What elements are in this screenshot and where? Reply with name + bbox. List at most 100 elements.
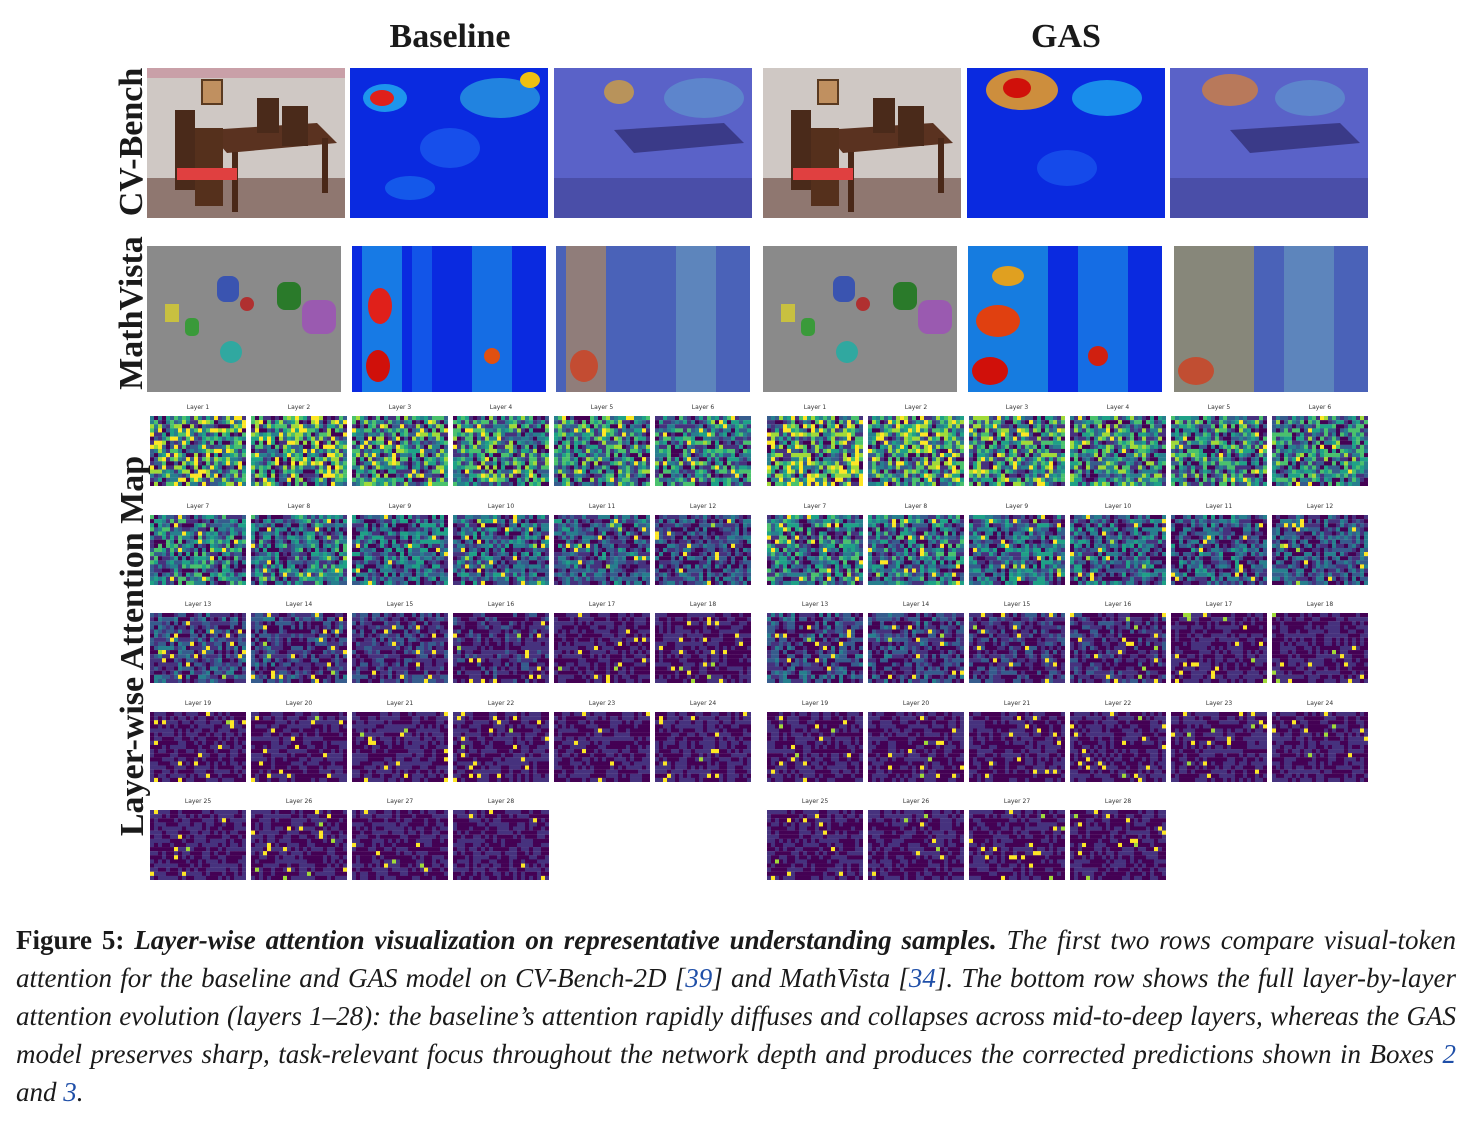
layer-cell: Layer 21 [969,700,1065,784]
attention-heatmap [969,810,1065,880]
layer-title: Layer 9 [969,503,1065,510]
caption-text-5: . [77,1077,84,1107]
layer-title: Layer 12 [1272,503,1368,510]
layer-title: Layer 28 [1070,798,1166,805]
caption-title: Layer-wise attention visualization on re… [134,925,997,955]
attention-heatmap [251,613,347,683]
layer-cell: Layer 4 [453,404,549,488]
layer-cell: Layer 12 [655,503,751,587]
layer-title: Layer 10 [1070,503,1166,510]
attention-heatmap [1171,515,1267,585]
attention-heatmap [453,810,549,880]
attention-heatmap [1171,613,1267,683]
layer-cell: Layer 19 [767,700,863,784]
jet-heatmap [352,246,546,392]
citation-link-39[interactable]: 39 [685,963,712,993]
layer-cell: Layer 22 [453,700,549,784]
layer-title: Layer 11 [554,503,650,510]
mathvista-gas-image [763,246,957,392]
attention-heatmap [453,613,549,683]
attention-heatmap [767,613,863,683]
layer-cell: Layer 5 [1171,404,1267,488]
layer-title: Layer 3 [352,404,448,411]
layer-cell: Layer 27 [969,798,1065,882]
layer-title: Layer 11 [1171,503,1267,510]
box-link-3[interactable]: 3 [63,1077,77,1107]
layer-title: Layer 6 [1272,404,1368,411]
attention-heatmap [352,613,448,683]
attention-heatmap [1272,515,1368,585]
layer-cell: Layer 5 [554,404,650,488]
overlay-heatmap [554,68,752,218]
row-label-layerwise: Layer-wise Attention Map [113,431,153,861]
layer-cell: Layer 8 [868,503,964,587]
jet-heatmap [967,68,1165,218]
layer-cell: Layer 10 [1070,503,1166,587]
attention-heatmap [150,416,246,486]
attention-heatmap [1070,613,1166,683]
attention-heatmap [453,416,549,486]
cvbench-baseline-image [147,68,345,218]
layer-cell: Layer 6 [1272,404,1368,488]
attention-heatmap [1171,416,1267,486]
attention-heatmap [1272,416,1368,486]
layer-cell: Layer 2 [251,404,347,488]
attention-heatmap [352,515,448,585]
layer-title: Layer 2 [868,404,964,411]
layer-cell: Layer 20 [868,700,964,784]
layer-title: Layer 16 [1070,601,1166,608]
layer-title: Layer 7 [767,503,863,510]
layer-title: Layer 21 [352,700,448,707]
attention-heatmap [969,613,1065,683]
caption-text-2: ] and MathVista [ [712,963,909,993]
attention-heatmap [969,515,1065,585]
3d-shapes-render [763,246,957,392]
layer-title: Layer 17 [1171,601,1267,608]
row-label-cvbench: CV-Bench [112,52,152,232]
layer-cell: Layer 15 [969,601,1065,685]
layer-cell: Layer 23 [1171,700,1267,784]
layer-title: Layer 1 [150,404,246,411]
caption-text-3: ]. The bottom row shows the full layer-b… [16,963,1456,1069]
attention-heatmap [767,515,863,585]
layer-title: Layer 25 [767,798,863,805]
layer-cell: Layer 17 [1171,601,1267,685]
layer-cell: Layer 26 [251,798,347,882]
attention-heatmap [655,416,751,486]
overlay-heatmap [1174,246,1368,392]
citation-link-34[interactable]: 34 [909,963,936,993]
mathvista-baseline-overlay [556,246,750,392]
attention-heatmap [1272,712,1368,782]
box-link-2[interactable]: 2 [1443,1039,1457,1069]
layer-title: Layer 27 [352,798,448,805]
layer-cell: Layer 21 [352,700,448,784]
attention-heatmap [868,712,964,782]
layer-title: Layer 5 [554,404,650,411]
caption-text-1: The first two rows compare visual-token … [16,925,1456,993]
layer-cell: Layer 8 [251,503,347,587]
attention-heatmap [868,515,964,585]
attention-heatmap [453,712,549,782]
attention-heatmap [251,515,347,585]
attention-heatmap [767,712,863,782]
layer-title: Layer 23 [554,700,650,707]
layer-title: Layer 13 [150,601,246,608]
layer-cell: Layer 11 [554,503,650,587]
attention-heatmap [1272,613,1368,683]
attention-heatmap [969,712,1065,782]
attention-heatmap [352,416,448,486]
attention-heatmap [655,613,751,683]
layer-title: Layer 21 [969,700,1065,707]
attention-heatmap [868,416,964,486]
layer-cell: Layer 24 [655,700,751,784]
layer-title: Layer 24 [655,700,751,707]
layer-title: Layer 8 [868,503,964,510]
layer-title: Layer 2 [251,404,347,411]
layer-title: Layer 17 [554,601,650,608]
attention-heatmap [150,810,246,880]
layer-cell: Layer 16 [453,601,549,685]
layer-cell: Layer 4 [1070,404,1166,488]
layer-title: Layer 20 [868,700,964,707]
attention-heatmap [1070,712,1166,782]
layer-cell: Layer 28 [453,798,549,882]
